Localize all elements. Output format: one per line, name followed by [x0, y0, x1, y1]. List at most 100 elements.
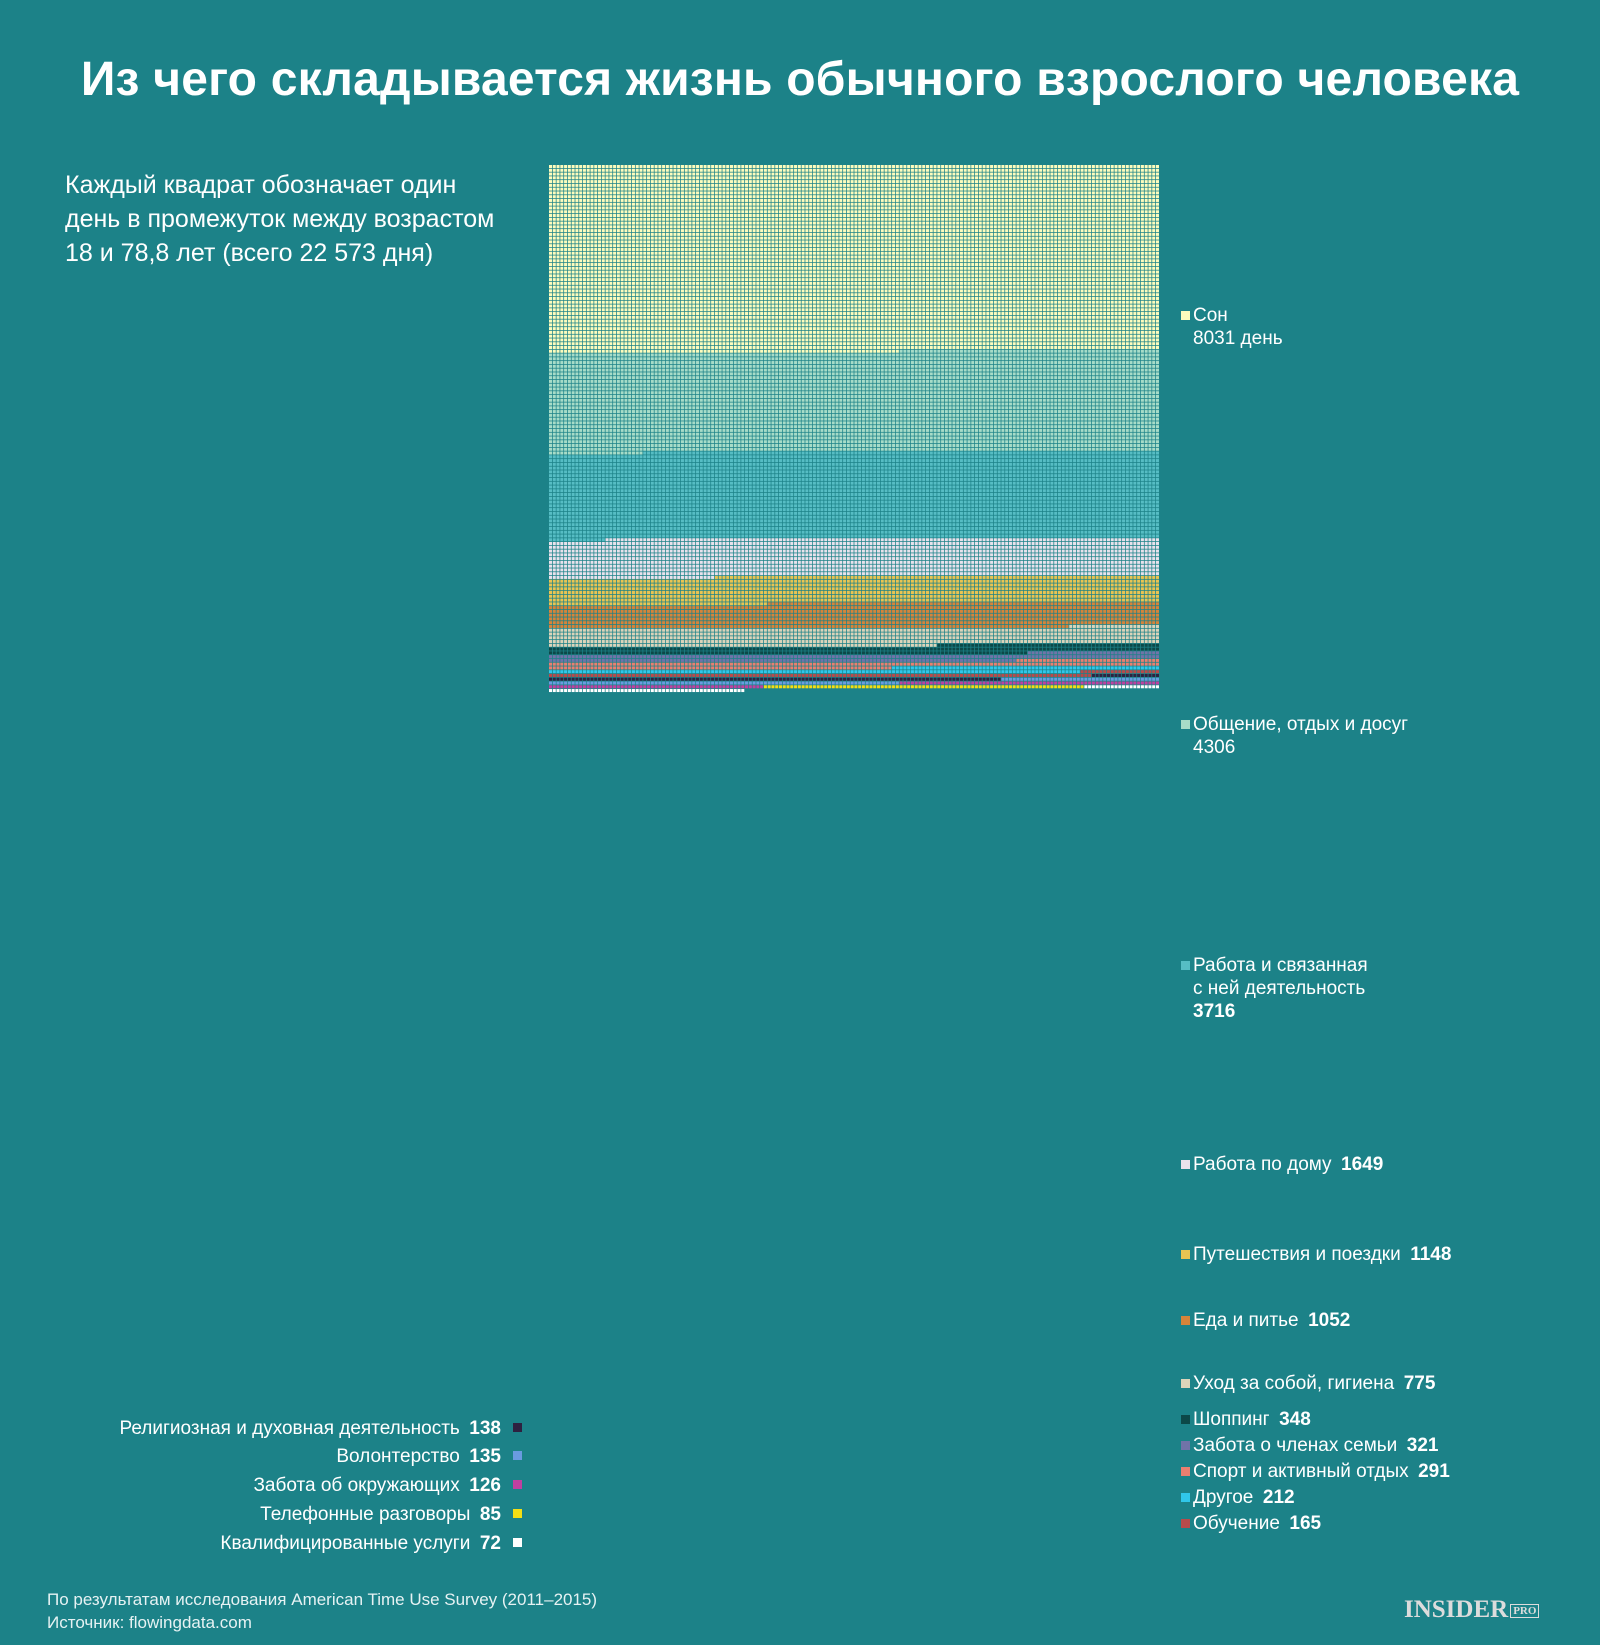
day-cell — [790, 176, 794, 180]
day-cell — [922, 206, 926, 210]
day-cell — [1076, 165, 1080, 169]
day-cell — [1118, 270, 1122, 274]
day-cell — [1035, 278, 1039, 282]
day-cell — [809, 198, 813, 202]
day-cell — [703, 176, 707, 180]
day-cell — [586, 191, 590, 195]
day-cell — [892, 225, 896, 229]
day-cell — [696, 165, 700, 169]
day-cell — [680, 278, 684, 282]
day-cell — [662, 278, 666, 282]
day-cell — [1088, 259, 1092, 263]
day-cell — [1084, 255, 1088, 259]
day-cell — [801, 236, 805, 240]
day-cell — [1008, 198, 1012, 202]
day-cell — [722, 232, 726, 236]
day-cell — [733, 168, 737, 172]
day-cell — [910, 214, 914, 218]
day-cell — [1042, 251, 1046, 255]
day-cell — [699, 191, 703, 195]
day-cell — [843, 278, 847, 282]
day-cell — [586, 221, 590, 225]
day-cell — [1069, 198, 1073, 202]
day-cell — [790, 180, 794, 184]
day-cell — [941, 236, 945, 240]
day-cell — [556, 259, 560, 263]
day-cell — [582, 266, 586, 270]
day-cell — [1095, 263, 1099, 267]
day-cell — [952, 165, 956, 169]
day-cell — [1133, 214, 1137, 218]
day-cell — [948, 274, 952, 278]
day-cell — [846, 232, 850, 236]
day-cell — [673, 278, 677, 282]
day-cell — [733, 263, 737, 267]
day-cell — [628, 202, 632, 206]
day-cell — [647, 251, 651, 255]
day-cell — [620, 259, 624, 263]
day-cell — [782, 274, 786, 278]
day-cell — [876, 180, 881, 184]
day-cell — [835, 187, 839, 191]
day-cell — [729, 221, 733, 225]
day-cell — [1091, 244, 1095, 248]
day-cell — [880, 278, 884, 282]
day-cell — [654, 266, 658, 270]
day-cell — [760, 259, 764, 263]
day-cell — [869, 172, 873, 176]
day-cell — [1129, 191, 1133, 195]
day-cell — [910, 259, 914, 263]
day-cell — [677, 187, 681, 191]
day-cell — [1155, 263, 1159, 267]
day-cell — [1035, 187, 1039, 191]
day-cell — [1057, 180, 1061, 184]
day-cell — [1129, 217, 1133, 221]
day-cell — [677, 165, 681, 169]
day-cell — [594, 191, 598, 195]
day-cell — [956, 165, 960, 169]
day-cell — [801, 225, 805, 229]
day-cell — [745, 278, 749, 282]
day-cell — [760, 221, 764, 225]
day-cell — [809, 176, 813, 180]
day-cell — [594, 232, 598, 236]
day-cell — [869, 255, 873, 259]
day-cell — [827, 187, 831, 191]
day-cell — [884, 225, 888, 229]
day-cell — [1001, 202, 1005, 206]
day-cell — [835, 255, 839, 259]
day-cell — [1106, 176, 1110, 180]
day-cell — [978, 202, 982, 206]
day-cell — [956, 195, 960, 199]
day-cell — [1054, 195, 1058, 199]
day-cell — [579, 165, 583, 169]
day-cell — [997, 214, 1001, 218]
day-cell — [665, 278, 669, 282]
day-cell — [888, 202, 892, 206]
day-cell — [952, 221, 956, 225]
day-cell — [978, 180, 982, 184]
day-cell — [933, 278, 937, 282]
day-cell — [982, 176, 986, 180]
waffle-category-0 — [549, 165, 1159, 353]
day-cell — [752, 217, 756, 221]
day-cell — [805, 214, 809, 218]
day-cell — [654, 274, 658, 278]
day-cell — [1118, 244, 1122, 248]
day-cell — [605, 232, 609, 236]
day-cell — [741, 191, 745, 195]
day-cell — [952, 198, 956, 202]
day-cell — [729, 180, 733, 184]
day-cell — [703, 225, 707, 229]
day-cell — [752, 176, 756, 180]
day-cell — [631, 244, 635, 248]
day-cell — [1008, 270, 1012, 274]
day-cell — [598, 165, 602, 169]
day-cell — [1118, 198, 1122, 202]
day-cell — [775, 165, 779, 169]
day-cell — [1061, 187, 1065, 191]
day-cell — [748, 232, 752, 236]
day-cell — [975, 168, 979, 172]
day-cell — [876, 251, 881, 255]
day-cell — [1152, 229, 1156, 233]
